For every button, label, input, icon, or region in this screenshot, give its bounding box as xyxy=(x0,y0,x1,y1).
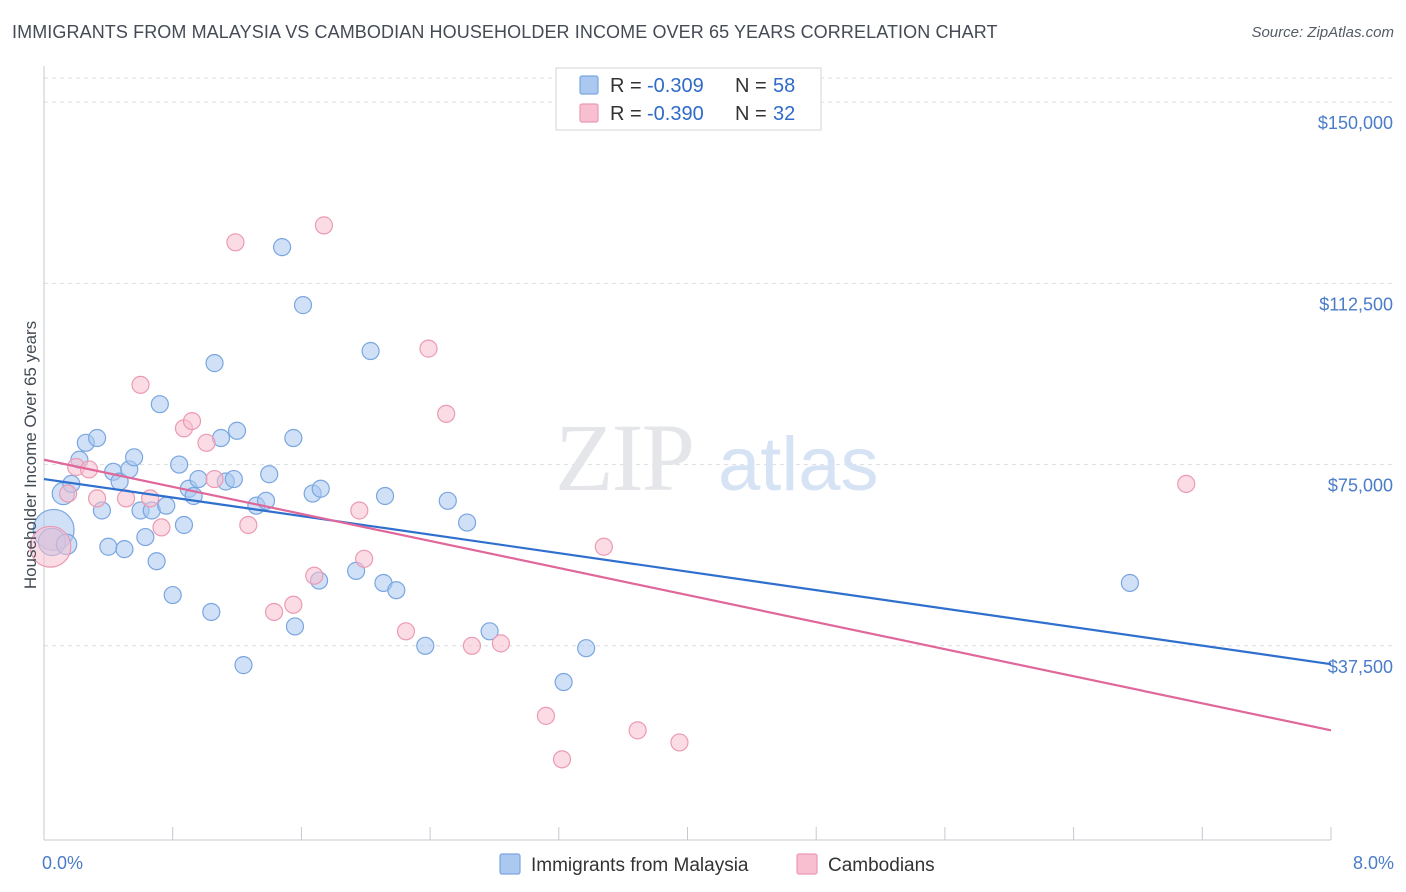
legend-r-label-1: R = xyxy=(610,103,642,125)
malaysia-point-32 xyxy=(227,421,247,440)
trend-layer xyxy=(43,458,1332,732)
cambodian-point-25 xyxy=(491,634,510,653)
cambodian-point-17 xyxy=(305,566,324,585)
cambodian-point-1 xyxy=(59,484,78,503)
cambodian-point-21 xyxy=(396,622,416,641)
y-tick-label-0: $37,500 xyxy=(1328,657,1393,677)
cambodian-point-4 xyxy=(87,489,107,508)
bottom-legend: Immigrants from Malaysia Cambodians xyxy=(499,853,935,876)
malaysia-point-7 xyxy=(87,428,107,448)
cambodian-point-18 xyxy=(314,216,334,235)
legend-swatch-blue xyxy=(579,75,599,95)
malaysia-point-40 xyxy=(293,296,313,315)
y-tick-label-3: $150,000 xyxy=(1318,113,1393,133)
cambodian-point-10 xyxy=(182,411,202,431)
cambodian-point-23 xyxy=(437,404,456,423)
malaysia-point-26 xyxy=(189,469,208,489)
legend-n-label-1: N = xyxy=(735,103,767,125)
malaysia-point-23 xyxy=(174,515,194,535)
y-tick-label-2: $112,500 xyxy=(1319,294,1393,314)
cambodian-point-26 xyxy=(536,706,556,725)
legend-r-label-0: R = xyxy=(610,75,642,97)
y-axis-label: Householder Income Over 65 years xyxy=(21,321,40,589)
malaysia-point-50 xyxy=(438,491,457,510)
malaysia-point-28 xyxy=(205,354,224,373)
chart-source: Source: ZipAtlas.com xyxy=(1251,24,1394,41)
legend-r-value-0: -0.309 xyxy=(647,75,704,97)
cambodian-point-22 xyxy=(419,339,438,358)
cambodian-point-31 xyxy=(1177,474,1196,494)
cambodian-point-6 xyxy=(131,375,150,394)
x-tick-label-1: 8.0% xyxy=(1353,853,1394,873)
malaysia-point-21 xyxy=(163,585,182,605)
malaysia-point-19 xyxy=(150,395,169,414)
y-tick-label-1: $75,000 xyxy=(1328,476,1393,496)
cambodian-point-15 xyxy=(264,602,284,622)
malaysia-point-51 xyxy=(458,513,477,532)
cambodian-point-24 xyxy=(462,636,482,655)
cambodian-trend-line xyxy=(43,458,1332,732)
watermark-zip: ZIP xyxy=(555,404,693,511)
cambodian-point-16 xyxy=(284,595,303,614)
malaysia-point-49 xyxy=(416,636,435,655)
malaysia-point-27 xyxy=(202,602,221,622)
cambodian-point-14 xyxy=(239,515,258,535)
bottom-legend-label-malaysia: Immigrants from Malaysia xyxy=(531,855,749,876)
malaysia-point-45 xyxy=(361,341,380,361)
x-tick-label-0: 0.0% xyxy=(42,853,83,873)
malaysia-point-48 xyxy=(387,581,406,600)
cambodian-point-0 xyxy=(29,525,72,568)
legend-n-value-0: 58 xyxy=(773,75,795,97)
malaysia-point-43 xyxy=(311,479,330,498)
watermark: ZIP atlas xyxy=(555,404,879,511)
bottom-legend-swatch-cambodians xyxy=(796,853,818,875)
top-legend: R = -0.309 N = 58 R = -0.390 N = 32 xyxy=(555,67,822,131)
legend-n-value-1: 32 xyxy=(773,103,795,125)
cambodian-point-12 xyxy=(205,469,224,489)
malaysia-point-16 xyxy=(136,527,155,547)
malaysia-point-36 xyxy=(260,465,279,484)
malaysia-point-37 xyxy=(272,238,292,257)
watermark-atlas: atlas xyxy=(718,422,879,507)
malaysia-trend-line xyxy=(43,477,1332,666)
malaysia-point-33 xyxy=(234,656,253,675)
cambodian-point-19 xyxy=(350,501,369,520)
cambodian-point-13 xyxy=(226,233,245,252)
malaysia-point-46 xyxy=(375,486,395,506)
malaysia-point-12 xyxy=(115,540,134,559)
malaysia-point-20 xyxy=(157,496,176,515)
bottom-legend-swatch-malaysia xyxy=(499,853,521,875)
malaysia-point-54 xyxy=(577,639,596,658)
legend-n-label-0: N = xyxy=(735,75,767,97)
bottom-legend-label-cambodians: Cambodians xyxy=(828,855,935,876)
malaysia-point-18 xyxy=(147,552,166,571)
grid-layer xyxy=(44,77,1395,647)
malaysia-point-14 xyxy=(124,448,144,467)
legend-box xyxy=(555,67,822,131)
cambodian-point-8 xyxy=(152,518,171,537)
cambodian-point-27 xyxy=(552,750,572,769)
axis-layer: $37,500 $75,000 $112,500 $150,000 0.0% 8.0% xyxy=(42,66,1394,873)
legend-swatch-pink xyxy=(579,103,599,123)
cambodian-point-11 xyxy=(197,433,216,452)
points-layer xyxy=(29,216,1196,769)
cambodian-point-29 xyxy=(628,721,647,740)
cambodian-point-20 xyxy=(355,549,374,568)
cambodian-point-28 xyxy=(594,537,613,556)
malaysia-point-22 xyxy=(170,455,189,474)
malaysia-point-53 xyxy=(554,672,573,692)
malaysia-point-9 xyxy=(99,537,118,556)
legend-r-value-1: -0.390 xyxy=(647,103,704,125)
cambodian-point-30 xyxy=(670,733,689,752)
malaysia-point-39 xyxy=(285,617,305,636)
chart-title: IMMIGRANTS FROM MALAYSIA VS CAMBODIAN HO… xyxy=(12,22,998,42)
malaysia-point-52 xyxy=(480,622,499,641)
malaysia-point-38 xyxy=(284,428,303,448)
malaysia-point-55 xyxy=(1120,573,1140,593)
malaysia-point-31 xyxy=(224,469,243,489)
